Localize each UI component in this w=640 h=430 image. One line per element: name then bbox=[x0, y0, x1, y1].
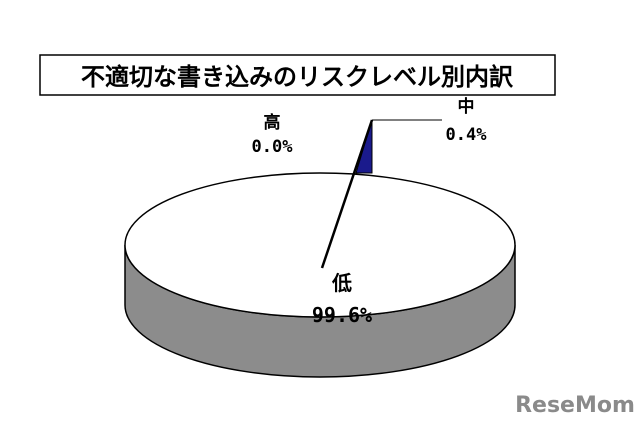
label-mid: 中 bbox=[458, 96, 475, 117]
value-low: 99.6% bbox=[312, 303, 372, 327]
value-mid: 0.4% bbox=[446, 125, 488, 145]
slice-low bbox=[124, 172, 516, 318]
watermark-logo: ReseMom bbox=[515, 393, 635, 418]
chart-title: 不適切な書き込みのリスクレベル別内訳 bbox=[81, 63, 514, 91]
label-high: 高 bbox=[264, 112, 281, 133]
slice-high bbox=[320, 119, 374, 269]
title-box bbox=[39, 54, 556, 96]
value-high: 0.0% bbox=[252, 137, 294, 157]
label-low: 低 bbox=[331, 271, 352, 295]
